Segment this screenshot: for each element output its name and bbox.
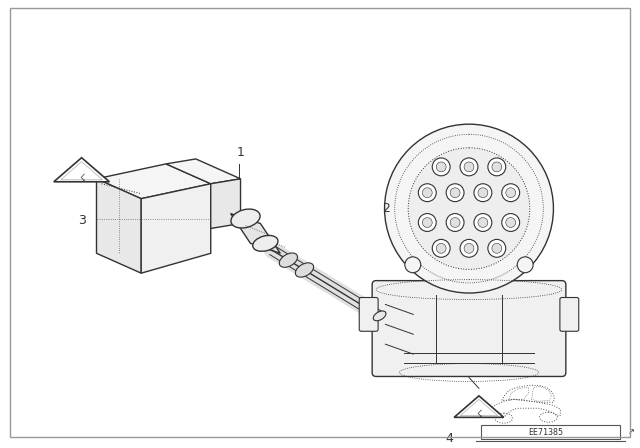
- Circle shape: [436, 162, 446, 172]
- Polygon shape: [211, 179, 241, 228]
- Text: ☇: ☇: [476, 409, 482, 419]
- Circle shape: [506, 188, 516, 198]
- Circle shape: [405, 257, 420, 273]
- Circle shape: [450, 188, 460, 198]
- Circle shape: [488, 239, 506, 257]
- Ellipse shape: [540, 412, 557, 422]
- Circle shape: [432, 239, 450, 257]
- Circle shape: [436, 243, 446, 253]
- Circle shape: [385, 124, 554, 293]
- Circle shape: [478, 188, 488, 198]
- Ellipse shape: [373, 311, 386, 321]
- Circle shape: [419, 214, 436, 232]
- FancyBboxPatch shape: [376, 284, 562, 372]
- FancyBboxPatch shape: [560, 297, 579, 331]
- Text: 1: 1: [237, 146, 244, 159]
- Circle shape: [422, 188, 432, 198]
- Circle shape: [460, 158, 478, 176]
- Circle shape: [446, 184, 464, 202]
- Polygon shape: [230, 214, 280, 253]
- Text: 3: 3: [77, 214, 86, 227]
- Circle shape: [422, 218, 432, 228]
- Circle shape: [492, 243, 502, 253]
- Circle shape: [460, 239, 478, 257]
- Ellipse shape: [231, 209, 260, 228]
- FancyBboxPatch shape: [481, 425, 620, 439]
- Polygon shape: [141, 184, 211, 273]
- Text: EE71385: EE71385: [528, 427, 563, 437]
- Circle shape: [474, 214, 492, 232]
- Circle shape: [488, 158, 506, 176]
- Ellipse shape: [279, 253, 298, 267]
- Circle shape: [464, 243, 474, 253]
- Circle shape: [478, 218, 488, 228]
- Circle shape: [506, 218, 516, 228]
- Polygon shape: [166, 159, 241, 184]
- Polygon shape: [54, 158, 109, 182]
- Ellipse shape: [495, 413, 513, 423]
- Circle shape: [450, 218, 460, 228]
- Circle shape: [492, 162, 502, 172]
- Text: 4: 4: [445, 432, 453, 445]
- Polygon shape: [97, 164, 211, 198]
- Circle shape: [502, 184, 520, 202]
- Ellipse shape: [296, 263, 314, 277]
- Circle shape: [419, 184, 436, 202]
- Circle shape: [408, 148, 530, 269]
- FancyBboxPatch shape: [359, 297, 378, 331]
- Circle shape: [432, 158, 450, 176]
- Circle shape: [464, 162, 474, 172]
- Circle shape: [474, 184, 492, 202]
- Circle shape: [446, 214, 464, 232]
- Circle shape: [502, 214, 520, 232]
- Text: ↗: ↗: [628, 427, 635, 437]
- Ellipse shape: [253, 236, 278, 251]
- Text: ☇: ☇: [79, 173, 84, 183]
- FancyBboxPatch shape: [372, 280, 566, 376]
- Polygon shape: [97, 179, 141, 273]
- Polygon shape: [454, 396, 504, 418]
- Text: 2: 2: [381, 202, 390, 215]
- Circle shape: [517, 257, 533, 273]
